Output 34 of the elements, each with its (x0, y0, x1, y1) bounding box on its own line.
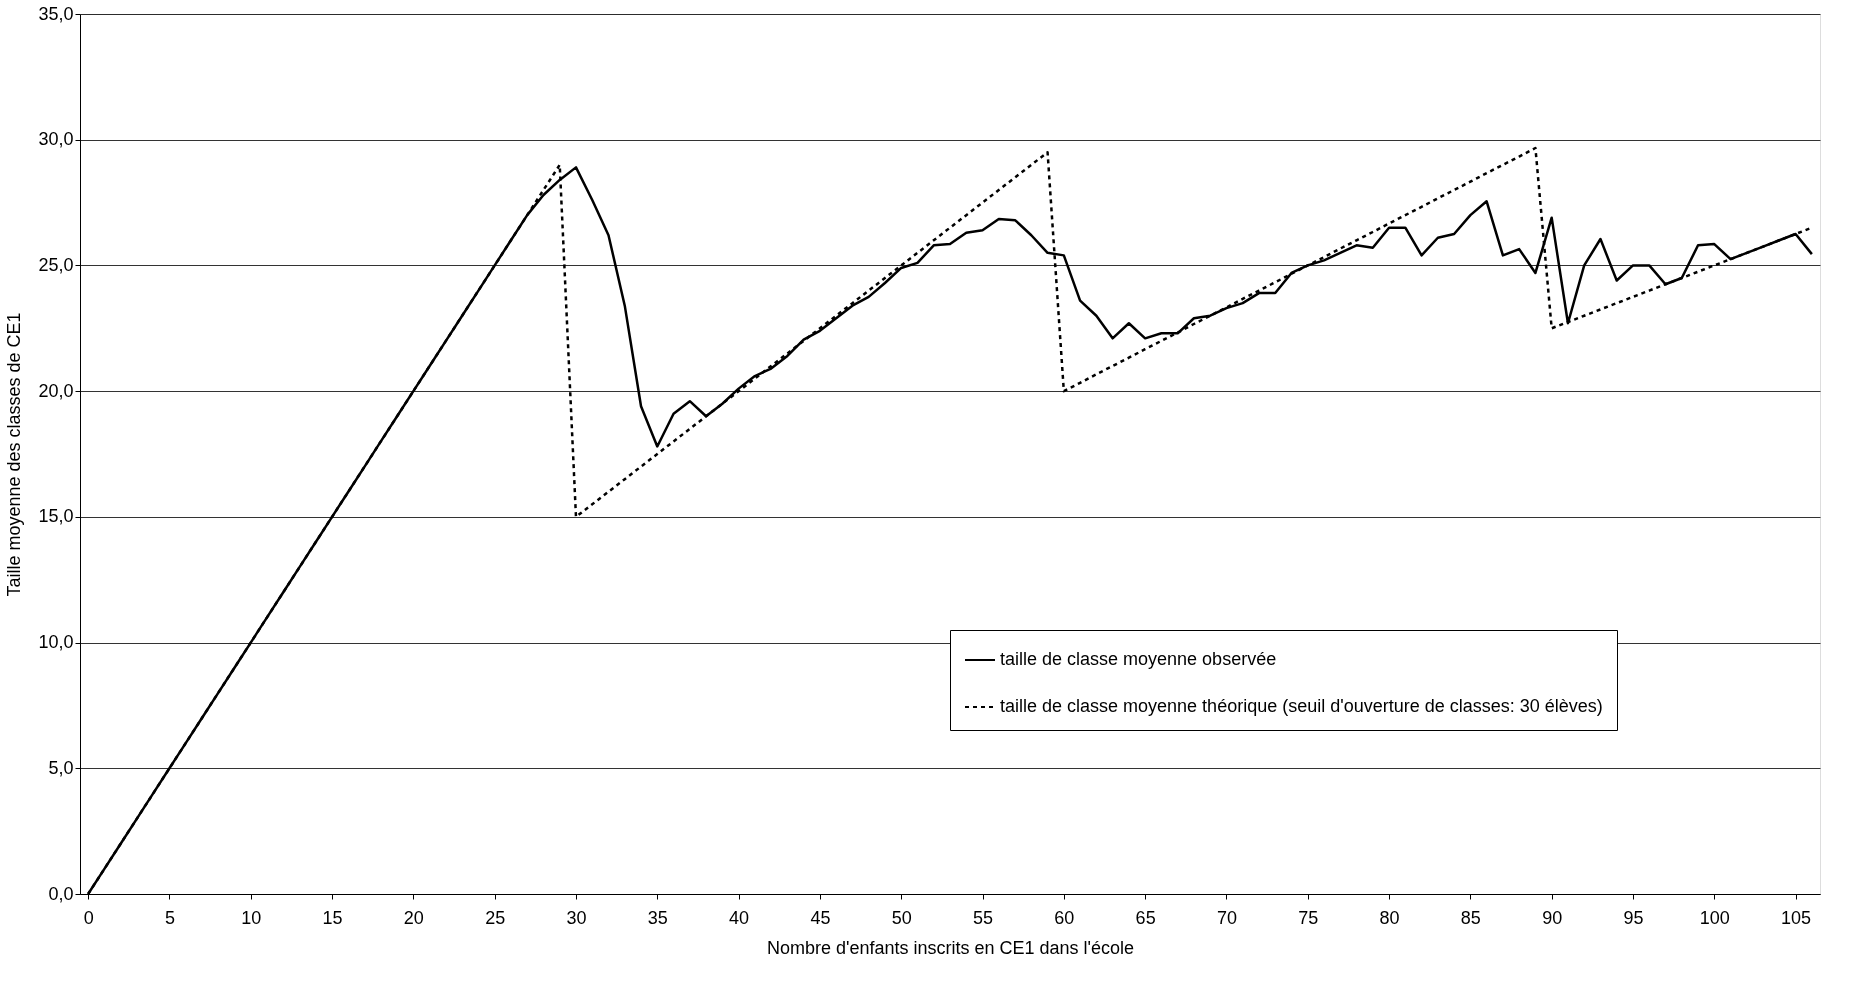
x-tick-label: 30 (566, 907, 587, 928)
x-tick-label: 40 (729, 907, 750, 928)
legend-label: taille de classe moyenne observée (1000, 649, 1277, 669)
y-tick-label: 35,0 (38, 3, 74, 24)
y-axis-title: Taille moyenne des classes de CE1 (4, 312, 25, 597)
x-tick-label: 15 (322, 907, 343, 928)
x-tick-label: 85 (1460, 907, 1481, 928)
y-tick-label: 15,0 (38, 506, 74, 527)
x-tick-label: 0 (83, 907, 94, 928)
x-tick-label: 50 (891, 907, 912, 928)
x-tick-label: 65 (1135, 907, 1156, 928)
x-tick-label: 5 (164, 907, 175, 928)
x-tick-label: 35 (647, 907, 668, 928)
x-tick-label: 95 (1623, 907, 1644, 928)
x-tick-label: 55 (973, 907, 994, 928)
x-tick-label: 25 (485, 907, 506, 928)
y-tick-label: 30,0 (38, 129, 74, 150)
x-tick-label: 75 (1298, 907, 1319, 928)
x-tick-label: 70 (1216, 907, 1237, 928)
x-axis-title: Nombre d'enfants inscrits en CE1 dans l'école (766, 937, 1135, 958)
y-tick-label: 20,0 (38, 380, 74, 401)
x-tick-label: 20 (403, 907, 424, 928)
x-tick-label: 45 (810, 907, 831, 928)
x-tick-label: 10 (241, 907, 262, 928)
x-tick-label: 100 (1699, 907, 1730, 928)
x-tick-label: 60 (1054, 907, 1075, 928)
x-tick-label: 90 (1542, 907, 1563, 928)
y-tick-label: 0,0 (48, 883, 74, 904)
legend-label: taille de classe moyenne théorique (seuil d'ouverture de classes: 30 élèves) (1000, 696, 1603, 716)
y-tick-label: 10,0 (38, 632, 74, 653)
x-tick-label: 80 (1379, 907, 1400, 928)
x-tick-label: 105 (1781, 907, 1812, 928)
y-tick-label: 25,0 (38, 254, 74, 275)
y-tick-label: 5,0 (48, 757, 74, 778)
